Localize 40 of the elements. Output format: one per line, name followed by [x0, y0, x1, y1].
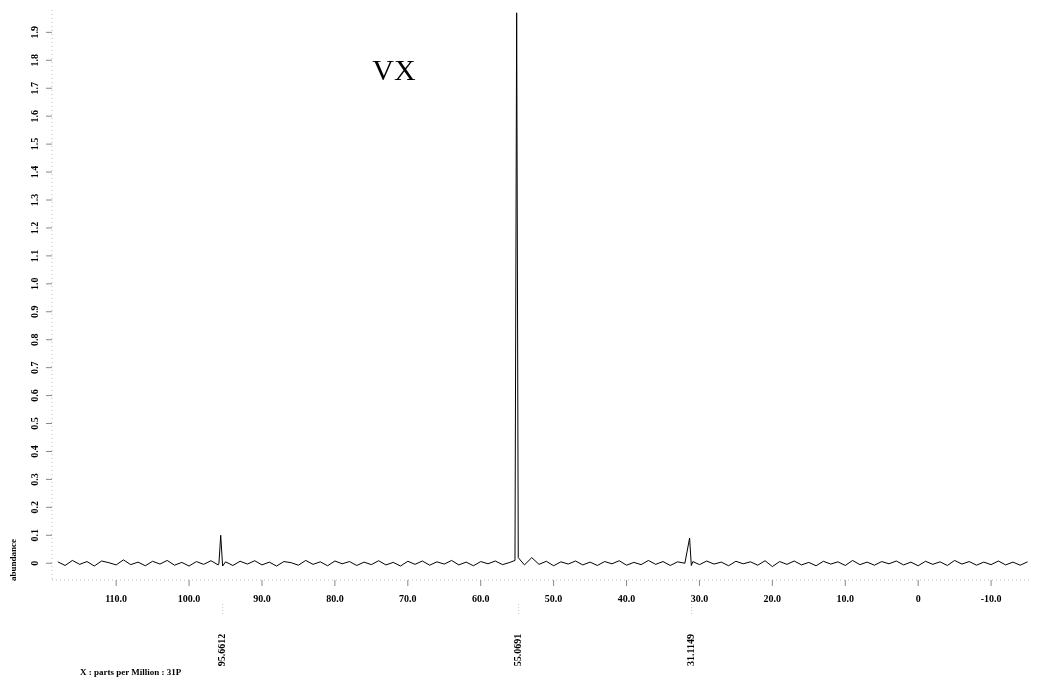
- x-tick-label: 10.0: [836, 593, 855, 604]
- y-tick-label: 0.7: [29, 361, 40, 374]
- y-tick-label: 1.5: [29, 137, 40, 151]
- x-tick-label: 100.0: [177, 593, 201, 604]
- y-tick-label: 1.0: [29, 277, 40, 291]
- y-tick-label: 0.6: [29, 389, 40, 402]
- text: 31.1149: [684, 634, 696, 666]
- y-tick-label: 0.8: [29, 333, 40, 346]
- x-tick-label: 60.0: [471, 593, 490, 604]
- x-tick-label: 50.0: [544, 593, 563, 604]
- y-tick-label: 0.4: [29, 445, 40, 458]
- y-tick-label: 1.3: [29, 193, 40, 207]
- y-tick-label: 1.6: [29, 109, 40, 123]
- y-tick-label: 0.5: [29, 417, 40, 430]
- x-tick-label: 30.0: [690, 593, 709, 604]
- y-tick-label: 0.9: [29, 305, 40, 319]
- x-tick-label: 40.0: [617, 593, 636, 604]
- x-tick-label: -10.0: [980, 593, 1002, 604]
- y-tick-label: 1.4: [29, 165, 40, 179]
- x-tick-label: 80.0: [326, 593, 344, 604]
- y-tick-label: 0.2: [29, 501, 40, 514]
- text: VX: [372, 53, 416, 86]
- y-tick-label: 1.8: [29, 54, 40, 67]
- x-tick-label: 110.0: [105, 593, 128, 604]
- x-tick-label: 20.0: [763, 593, 782, 604]
- text: 55.0691: [511, 633, 523, 667]
- text: 95.6612: [215, 633, 227, 667]
- y-tick-label: 1.1: [29, 249, 40, 263]
- y-axis-title: abundance: [8, 538, 18, 582]
- y-tick-label: 1.2: [29, 221, 40, 235]
- y-tick-label: 1.7: [29, 81, 40, 95]
- line-series: [57, 12, 1029, 568]
- x-tick-label: 0: [915, 593, 921, 604]
- y-tick-label: 0.3: [29, 473, 40, 486]
- y-tick-label: 0.1: [29, 529, 40, 542]
- text: X : parts per Million : 31P: [80, 667, 182, 677]
- x-tick-label: 90.0: [253, 593, 271, 604]
- y-tick-label: 1.9: [29, 26, 40, 39]
- x-tick-label: 70.0: [399, 593, 417, 604]
- y-tick-label: 0: [29, 560, 40, 566]
